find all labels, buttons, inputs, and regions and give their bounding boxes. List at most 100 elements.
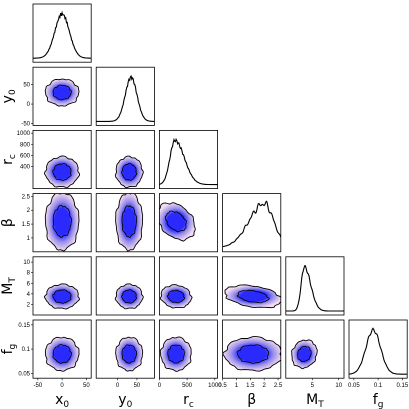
panel-beta bbox=[222, 193, 282, 253]
marginal-curve bbox=[96, 74, 155, 122]
x-tick-label: 10 bbox=[335, 383, 342, 389]
x-tick-label: 50 bbox=[83, 383, 90, 389]
panel-rc bbox=[158, 129, 218, 189]
panel-rc-beta bbox=[158, 193, 218, 253]
marginal-curve bbox=[349, 327, 408, 375]
contour-68 bbox=[121, 289, 138, 304]
y-tick-label: 1.5 bbox=[22, 222, 31, 228]
axis-label-beta: β bbox=[0, 218, 16, 227]
panel-frame bbox=[285, 319, 345, 379]
x-tick-label: 1 bbox=[235, 383, 239, 389]
contour-95 bbox=[115, 193, 144, 252]
x-tick-label: 0.5 bbox=[218, 383, 227, 389]
panel-x0-rc: 1000 800 600 400 bbox=[17, 129, 92, 189]
contour-68 bbox=[167, 344, 185, 364]
y-tick-label: 600 bbox=[20, 153, 31, 159]
panel-x0-y0: 50 0 -50 bbox=[21, 66, 92, 127]
contour-95 bbox=[159, 202, 196, 242]
panel-MT-fg: 5 10 bbox=[285, 319, 345, 389]
panel-beta-MT bbox=[222, 256, 282, 316]
y-tick-label: 50 bbox=[23, 83, 30, 89]
panel-frame bbox=[158, 129, 218, 189]
axis-label-MT: MT bbox=[306, 392, 324, 409]
panel-frame bbox=[32, 3, 92, 63]
panel-frame bbox=[158, 256, 218, 316]
y-tick-label: 1 bbox=[27, 236, 31, 242]
marginal-curve bbox=[222, 200, 281, 248]
contour-95 bbox=[222, 336, 281, 372]
panel-frame bbox=[158, 193, 218, 253]
contour-95 bbox=[224, 284, 281, 309]
contour-68 bbox=[52, 84, 72, 101]
panel-frame bbox=[222, 193, 282, 253]
contour-95 bbox=[114, 155, 144, 189]
panel-frame bbox=[95, 129, 155, 189]
contour-68 bbox=[121, 344, 138, 364]
axis-label-y0: y0 bbox=[0, 89, 18, 103]
panel-x0 bbox=[32, 3, 92, 63]
panel-frame bbox=[95, 319, 155, 379]
y-tick-label: 6 bbox=[27, 281, 31, 287]
axis-label-MT: MT bbox=[0, 277, 18, 295]
contour-68 bbox=[52, 344, 72, 364]
y-tick-label: 0.15 bbox=[18, 323, 30, 329]
marginal-curve bbox=[159, 137, 218, 186]
panel-rc-fg: 0 500 1000 bbox=[158, 319, 222, 389]
panel-y0-rc bbox=[95, 129, 155, 189]
contour-68 bbox=[52, 289, 72, 304]
panel-x0-MT: 10 8 6 4 2 bbox=[23, 256, 92, 316]
contour-68 bbox=[166, 289, 186, 304]
contour-68 bbox=[52, 204, 73, 239]
y-tick-label: 4 bbox=[27, 292, 31, 298]
y-tick-label: 0.05 bbox=[18, 371, 30, 377]
panel-frame bbox=[95, 193, 155, 253]
panel-frame bbox=[32, 66, 92, 126]
contour-95 bbox=[43, 155, 80, 188]
contour-95 bbox=[115, 336, 144, 372]
contour-95 bbox=[291, 339, 318, 370]
x-tick-label: 0.1 bbox=[374, 383, 383, 389]
x-tick-label: 1.5 bbox=[246, 383, 255, 389]
contour-68 bbox=[164, 210, 187, 233]
panel-y0-fg: 0 50 bbox=[95, 319, 155, 389]
panel-MT bbox=[285, 256, 345, 316]
x-tick-label: 2.5 bbox=[274, 383, 283, 389]
y-tick-label: 8 bbox=[27, 271, 31, 277]
panel-frame bbox=[222, 319, 282, 379]
contour-95 bbox=[114, 283, 144, 310]
contour-68 bbox=[52, 163, 72, 182]
y-tick-label: 2 bbox=[27, 302, 31, 308]
y-tick-label: 2 bbox=[27, 208, 31, 214]
x-tick-label: 0.15 bbox=[397, 383, 409, 389]
panel-fg: 0.05 0.1 0.15 bbox=[348, 319, 409, 389]
y-tick-label: -50 bbox=[21, 121, 30, 127]
contour-95 bbox=[159, 336, 192, 372]
y-tick-label: 2.5 bbox=[22, 194, 31, 200]
panel-frame bbox=[285, 256, 345, 316]
panel-rc-MT bbox=[158, 256, 218, 316]
panel-frame bbox=[32, 193, 92, 253]
x-tick-label: 50 bbox=[134, 383, 141, 389]
panel-y0-MT bbox=[95, 256, 155, 316]
x-tick-label: 0 bbox=[60, 383, 64, 389]
contour-95 bbox=[44, 193, 80, 252]
y-tick-label: 1000 bbox=[17, 131, 31, 137]
contour-68 bbox=[236, 344, 269, 364]
axis-label-y0: y0 bbox=[118, 392, 132, 409]
y-tick-label: 400 bbox=[20, 164, 31, 170]
panel-x0-beta: 2.5 2 1.5 1 bbox=[22, 193, 92, 253]
x-tick-label: 1000 bbox=[208, 383, 222, 389]
contour-95 bbox=[159, 284, 193, 309]
axis-label-x0: x0 bbox=[55, 392, 69, 409]
contour-68 bbox=[121, 205, 137, 238]
marginal-curve bbox=[33, 10, 92, 59]
x-tick-label: 0 bbox=[158, 383, 162, 389]
x-tick-label: 500 bbox=[182, 383, 193, 389]
contour-95 bbox=[43, 283, 81, 310]
y-tick-label: 0.1 bbox=[22, 347, 31, 353]
x-tick-label: 5 bbox=[311, 383, 315, 389]
contour-68 bbox=[297, 345, 312, 363]
panel-frame bbox=[222, 256, 282, 316]
panel-frame bbox=[32, 256, 92, 316]
